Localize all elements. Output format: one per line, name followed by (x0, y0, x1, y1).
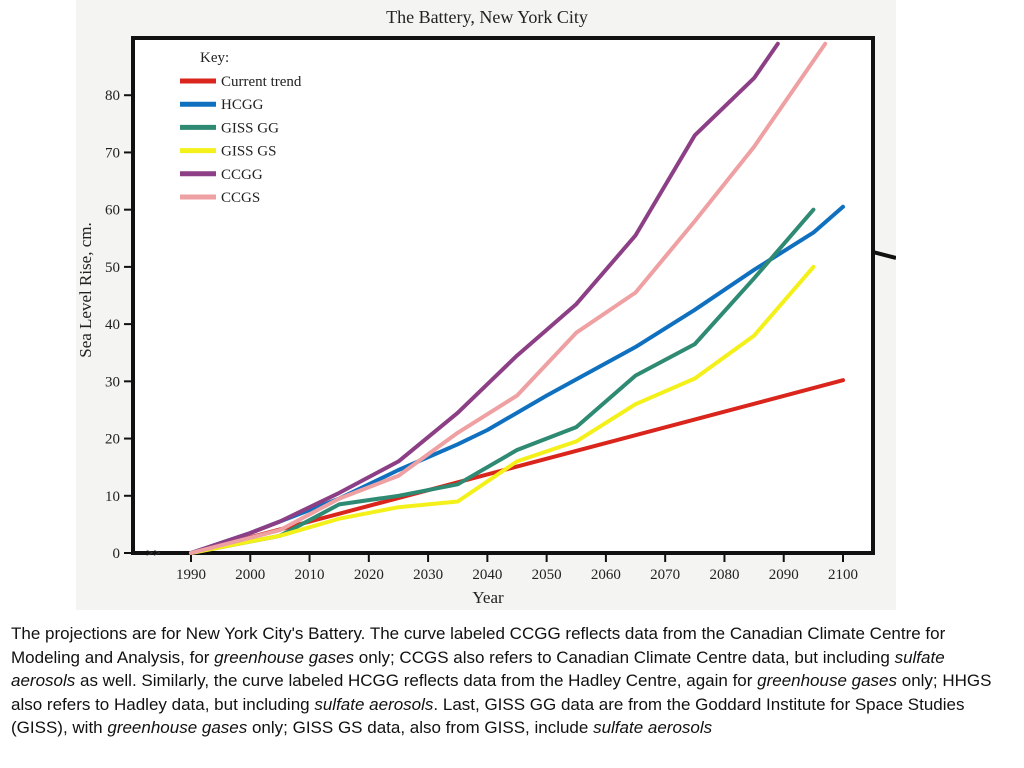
legend-label: Current trend (221, 74, 302, 90)
legend-title: Key: (200, 50, 229, 66)
y-tick-label: 80 (105, 88, 120, 104)
series-line-giss-gg (189, 207, 816, 555)
y-tick-label: 20 (105, 432, 120, 448)
caption-part: only; CCGS also refers to Canadian Clima… (354, 647, 895, 667)
x-tick-label: 1990 (176, 567, 206, 583)
caption-text: The projections are for New York City's … (11, 622, 1011, 740)
chart-title: The Battery, New York City (386, 7, 588, 27)
y-tick-label: 60 (105, 203, 120, 219)
y-tick-label: 10 (105, 489, 120, 505)
caption-emphasis: sulfate aerosols (314, 694, 434, 714)
x-axis-label: Year (472, 588, 504, 607)
x-tick-label: 2040 (472, 567, 502, 583)
caption-emphasis: sulfate aerosols (593, 718, 713, 737)
caption-emphasis: greenhouse gases (107, 718, 248, 737)
origin-marker: >> (146, 545, 161, 560)
y-tick-label: 40 (105, 317, 120, 333)
caption-emphasis: greenhouse gases (214, 647, 355, 667)
x-tick-label: 2030 (413, 567, 443, 583)
legend-label: GISS GG (221, 120, 279, 136)
y-tick-label: 0 (113, 546, 121, 562)
y-tick-label: 30 (105, 374, 120, 390)
legend-label: CCGS (221, 190, 260, 206)
edge-mark (872, 250, 896, 260)
legend-label: GISS GS (221, 144, 276, 160)
x-tick-label: 2010 (295, 567, 325, 583)
x-tick-label: 2060 (591, 567, 621, 583)
x-tick-label: 2020 (354, 567, 384, 583)
x-tick-label: 2100 (828, 567, 858, 583)
y-axis-label: Sea Level Rise, cm. (76, 222, 95, 358)
caption-emphasis: greenhouse gases (757, 671, 898, 690)
caption-part: The projections are for New York City's … (11, 624, 946, 667)
x-tick-label: 2000 (235, 567, 265, 583)
x-tick-label: 2090 (769, 567, 799, 583)
chart-figure: The Battery, New York City 0 10 20 30 40 50 60… (76, 0, 896, 610)
series-lines (189, 41, 845, 555)
y-tick-label: 70 (105, 145, 120, 161)
legend: Key: Current trend HCGG GISS GG GISS GS CCGG… (180, 50, 302, 206)
plot-frame (131, 36, 875, 555)
series-line-ccgg (189, 41, 780, 555)
caption-part: as well. Similarly, the curve labeled HC… (75, 671, 758, 690)
legend-label: HCGG (221, 97, 264, 113)
y-tick-label: 50 (105, 260, 120, 276)
series-line-ccgs (189, 41, 828, 555)
caption-part: only; GISS GS data, also from GISS, incl… (247, 718, 594, 737)
series-line-giss-gs (189, 264, 816, 555)
x-tick-label: 2080 (709, 567, 739, 583)
caption-emphasis: sulfate aerosols (11, 647, 945, 691)
caption-part: . Last, GISS GG data are from the Goddar… (11, 694, 965, 738)
caption-part: only; HHGS also refers to Hadley data, b… (11, 671, 992, 714)
legend-label: CCGG (221, 167, 263, 183)
chart-svg: The Battery, New York City 0102030405060… (76, 7, 896, 607)
x-tick-label: 2050 (532, 567, 562, 583)
x-tick-label: 2070 (650, 567, 680, 583)
